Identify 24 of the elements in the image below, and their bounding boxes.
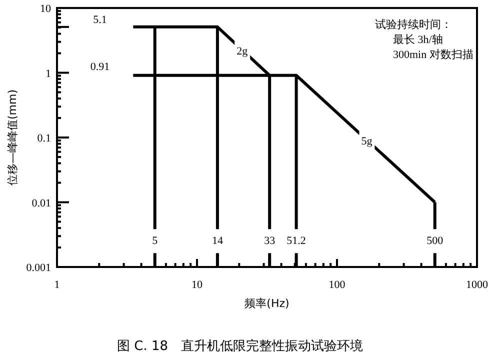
x-tick-label: 100 — [328, 279, 346, 291]
annotation: 2g — [236, 46, 248, 58]
x-tick-label: 1 — [54, 279, 60, 291]
annotation: 5 — [152, 235, 158, 248]
annotation: 300min 对数扫描 — [393, 48, 474, 61]
y-tick-label: 1 — [46, 68, 51, 80]
annotation: 0.91 — [90, 61, 110, 73]
x-tick-label: 10 — [192, 279, 203, 291]
text: 图 C. 18 直升机低限完整性振动试验环境 — [116, 338, 364, 354]
y-axis-title: 位移—峰峰值(mm) — [6, 89, 19, 186]
annotation: 51.2 — [286, 235, 306, 248]
x-axis-title: 频率(Hz) — [244, 297, 290, 310]
y-tick-label: 0.1 — [37, 132, 51, 144]
annotation: 33 — [264, 235, 276, 248]
annotation: 14 — [212, 235, 224, 248]
y-tick-label: 10 — [40, 3, 52, 15]
annotation: 最长 3h/轴 — [393, 33, 443, 46]
x-tick-label: 1000 — [466, 279, 488, 291]
y-tick-label: 0.01 — [32, 197, 51, 210]
annotation: 5g — [361, 135, 373, 148]
annotation: 试验持续时间： — [375, 18, 452, 31]
annotation: 5.1 — [93, 14, 107, 26]
annotation: 500 — [426, 235, 444, 248]
y-tick-label: 0.001 — [26, 262, 51, 274]
